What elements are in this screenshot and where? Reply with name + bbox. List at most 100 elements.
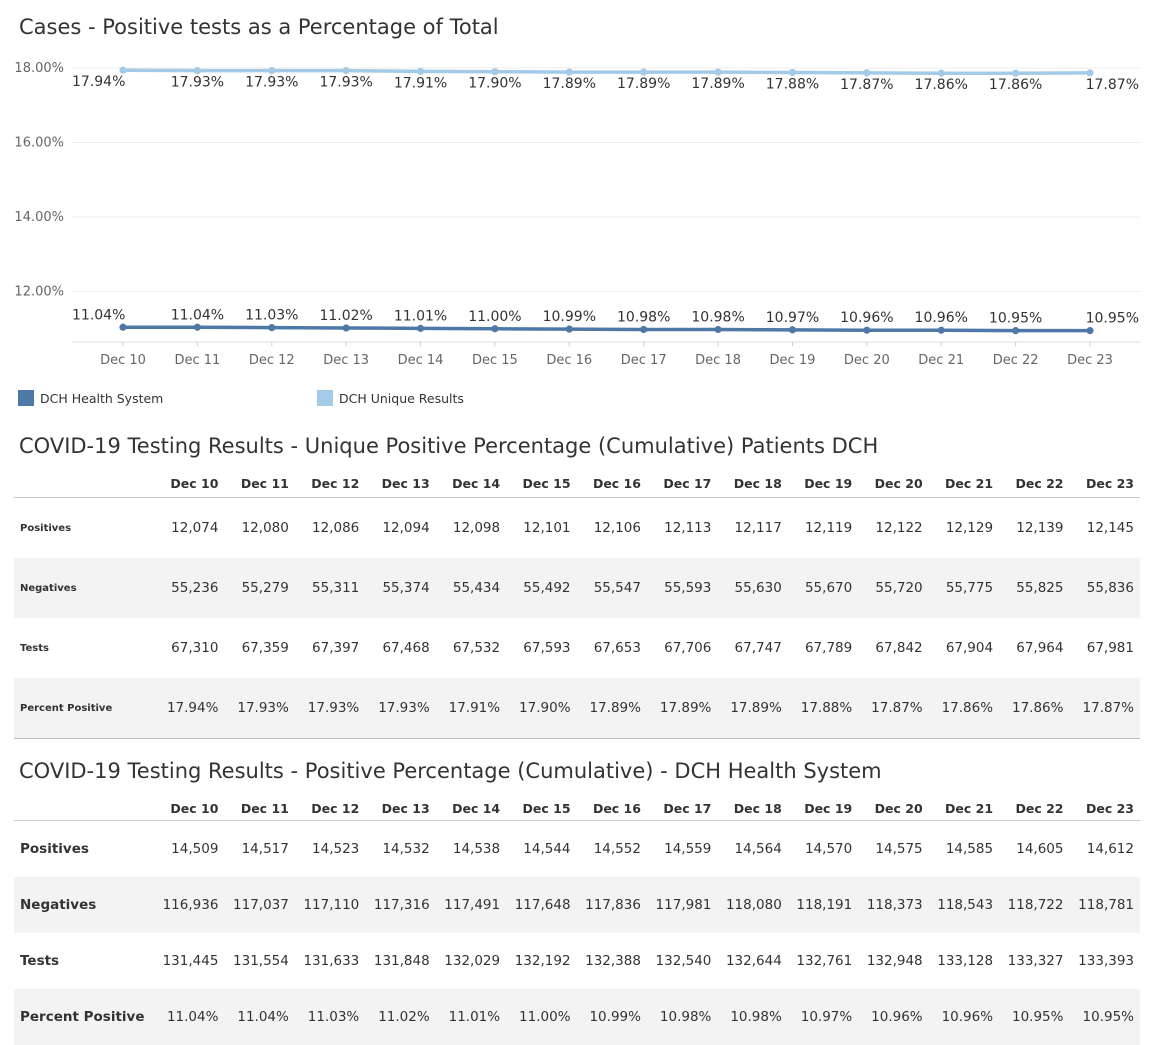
table-cell: 17.89% [717,678,788,739]
column-header: Dec 16 [576,470,647,498]
table-cell: 12,086 [312,520,360,536]
data-label: 17.87% [1086,77,1139,93]
column-header: Dec 23 [1069,796,1140,821]
table-cell: 17.93% [294,678,366,739]
data-label: 17.94% [72,74,125,90]
table-cell: 10.96% [928,989,1000,1045]
table-cell: 11.00% [506,989,577,1045]
table-cell: 12,145 [1086,520,1134,536]
table-cell: 14,570 [804,841,853,857]
x-tick-label: Dec 16 [546,353,592,368]
unique-results-table: Dec 10 Dec 11 Dec 12 Dec 13 Dec 14 Dec 15 Dec … [14,470,1140,739]
data-point [714,325,722,334]
table-cell: 67,593 [523,640,571,656]
data-point [1086,69,1094,77]
data-point [640,325,648,334]
table-cell: 67,964 [1016,640,1064,656]
table-row: Negatives 55,236 55,279 55,311 55,374 55,434 5… [14,558,1140,618]
column-header: Dec 13 [365,470,436,498]
column-header: Dec 19 [787,470,859,498]
table-cell: 14,605 [1016,841,1064,857]
table-cell: 14,532 [382,841,430,857]
table-row: Tests 67,310 67,359 67,397 67,468 67,532 67,59… [14,618,1140,678]
table-cell: 132,761 [796,953,853,969]
table-cell: 17.88% [787,678,859,739]
table-cell: 132,029 [444,953,501,969]
chart-title: Cases - Positive tests as a Percentage o… [19,15,499,39]
table-cell: 12,080 [241,520,289,536]
column-header: Dec 21 [928,470,1000,498]
table-corner [14,470,154,498]
column-header: Dec 15 [506,796,577,821]
legend-item-dch-unique-results[interactable]: DCH Unique Results [317,389,464,407]
table-cell: 67,842 [875,640,923,656]
column-header: Dec 12 [294,470,366,498]
table-cell: 132,948 [866,953,923,969]
x-tick-label: Dec 22 [993,353,1039,368]
table-cell: 118,080 [717,877,788,933]
legend-label-dch-unique-results: DCH Unique Results [339,390,464,406]
table-row: Percent Positive 11.04% 11.04% 11.03% 11.02%… [14,989,1140,1045]
series-line [123,325,1090,333]
table-cell: 55,593 [646,558,718,618]
column-header: Dec 11 [224,796,295,821]
table-cell: 55,630 [717,558,788,618]
row-label: Positives [20,841,89,857]
unique-table-title: COVID-19 Testing Results - Unique Positi… [19,434,879,458]
table-cell: 131,633 [303,953,360,969]
row-label: Percent Positive [14,678,154,739]
data-point [119,66,127,74]
column-header: Dec 14 [435,796,507,821]
data-point [1086,327,1094,335]
data-label: 11.00% [468,309,521,325]
x-tick-label: Dec 13 [323,353,369,368]
column-header: Dec 18 [717,470,788,498]
legend-item-dch-health-system[interactable]: DCH Health System [18,389,163,407]
x-tick-label: Dec 18 [695,353,741,368]
x-tick-label: Dec 14 [398,353,444,368]
row-label: Tests [20,953,60,969]
table-cell: 55,825 [999,558,1070,618]
table-cell: 14,575 [875,841,923,857]
column-header: Dec 12 [294,796,366,821]
line-chart: 18.00% 16.00% 14.00% 12.00% Dec 10 Dec 11 Dec … [14,61,1140,368]
table-cell: 17.86% [999,678,1070,739]
data-point [119,323,127,331]
data-point [1012,327,1020,335]
table-cell: 17.93% [224,678,295,739]
table-cell: 14,523 [312,841,360,857]
table-cell: 17.89% [576,678,647,739]
table-cell: 117,836 [576,877,647,933]
x-tick-label: Dec 23 [1067,353,1113,368]
table-cell: 14,552 [593,841,641,857]
table-cell: 12,106 [593,520,641,536]
system-results-table: Dec 10 Dec 11 Dec 12 Dec 13 Dec 14 Dec 15 Dec … [14,796,1140,1045]
table-cell: 55,279 [224,558,295,618]
table-cell: 17.86% [928,678,1000,739]
data-label: 17.93% [319,75,372,91]
table-cell: 11.04% [154,989,225,1045]
data-label: 10.99% [543,309,596,325]
data-point [491,325,499,333]
table-cell: 12,117 [734,520,782,536]
data-label: 11.04% [171,307,224,323]
table-cell: 14,612 [1086,841,1134,857]
table-cell: 117,648 [506,877,577,933]
column-header: Dec 15 [506,470,577,498]
table-cell: 17.90% [506,678,577,739]
row-label: Percent Positive [14,989,154,1045]
column-header: Dec 21 [928,796,1000,821]
table-cell: 67,747 [734,640,782,656]
data-point [268,324,276,332]
table-cell: 118,373 [858,877,929,933]
table-cell: 132,192 [514,953,571,969]
x-tick-label: Dec 17 [621,353,667,368]
table-cell: 67,359 [241,640,289,656]
table-cell: 67,397 [312,640,360,656]
table-cell: 67,706 [664,640,712,656]
table-row: Tests 131,445 131,554 131,633 131,848 132,029… [14,933,1140,989]
table-cell: 132,644 [725,953,782,969]
table-cell: 12,129 [945,520,994,536]
table-cell: 55,836 [1069,558,1140,618]
data-point [342,67,350,75]
